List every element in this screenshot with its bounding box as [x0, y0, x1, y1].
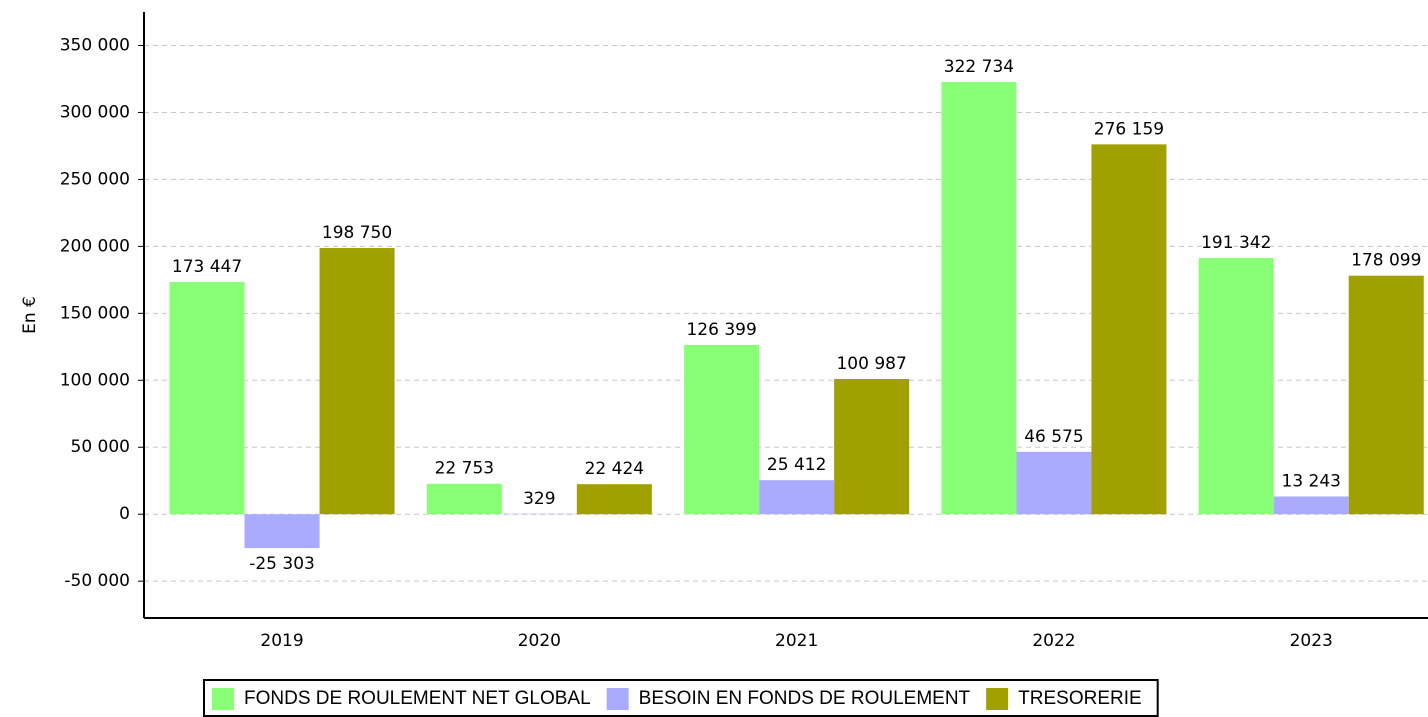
y-tick-label: 350 000 [60, 35, 130, 55]
bar [1348, 275, 1424, 515]
legend-swatch [986, 688, 1009, 710]
y-tick-label: -50 000 [64, 571, 130, 591]
bar [169, 281, 245, 515]
x-tick-label: 2021 [775, 631, 818, 651]
data-label: 126 399 [686, 320, 756, 340]
data-label: 322 734 [944, 57, 1014, 77]
bar [426, 483, 502, 515]
y-tick-label: 300 000 [60, 102, 130, 122]
legend-label: FONDS DE ROULEMENT NET GLOBAL [244, 688, 591, 709]
data-label: 22 753 [435, 459, 494, 479]
data-label: 22 424 [585, 459, 644, 479]
data-label: 198 750 [322, 223, 392, 243]
data-label: 276 159 [1094, 119, 1164, 139]
y-tick-label: 150 000 [60, 303, 130, 323]
data-label: 191 342 [1201, 233, 1271, 253]
data-label: -25 303 [249, 554, 315, 574]
bar [1198, 257, 1274, 515]
data-label: 100 987 [836, 354, 906, 374]
bar [834, 378, 910, 515]
y-tick-label: 250 000 [60, 169, 130, 189]
data-label: 46 575 [1024, 427, 1083, 447]
bar [1016, 451, 1092, 515]
data-label: 178 099 [1351, 251, 1421, 271]
data-label: 25 412 [767, 455, 826, 475]
data-label: 173 447 [172, 257, 242, 277]
y-tick-label: 200 000 [60, 236, 130, 256]
x-tick-label: 2019 [260, 631, 303, 651]
bar [759, 480, 835, 515]
bar [684, 344, 760, 515]
data-label: 329 [523, 489, 555, 509]
y-tick-label: 0 [119, 504, 130, 524]
y-axis-label: En € [20, 296, 40, 334]
bar [576, 484, 652, 515]
legend-label: BESOIN EN FONDS DE ROULEMENT [639, 688, 971, 709]
data-label: 13 243 [1282, 471, 1341, 491]
y-tick-label: 100 000 [60, 370, 130, 390]
y-tick-label: 50 000 [71, 437, 130, 457]
x-tick-label: 2023 [1290, 631, 1333, 651]
bar [941, 81, 1017, 515]
bar [244, 514, 320, 549]
bar [1273, 496, 1349, 515]
x-tick-label: 2022 [1032, 631, 1075, 651]
bar [1091, 144, 1167, 515]
bar [319, 248, 395, 515]
x-tick-label: 2020 [518, 631, 561, 651]
legend-swatch [212, 688, 234, 710]
legend-swatch [606, 688, 629, 710]
legend-label: TRESORERIE [1018, 688, 1142, 709]
legend: FONDS DE ROULEMENT NET GLOBAL BESOIN EN F… [212, 688, 1142, 710]
